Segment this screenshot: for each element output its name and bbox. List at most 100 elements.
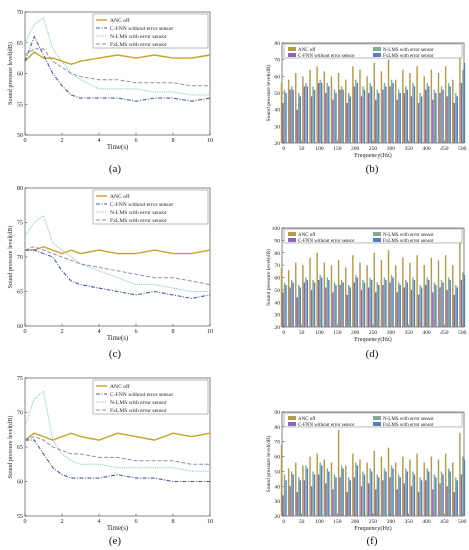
bar-bar_cfnn — [367, 93, 370, 143]
bar-bar_cfnn — [360, 289, 363, 328]
bar-bar_cfnn — [403, 483, 406, 516]
bar-bar_fxlms — [370, 471, 373, 516]
bar-bar_anc — [444, 66, 447, 143]
x-tick-label: 50 — [299, 330, 305, 336]
series-line-fxlms — [24, 48, 210, 87]
bar-bar_anc — [309, 456, 311, 516]
legend-label: FxLMS with error sensor — [383, 54, 434, 59]
y-tick-label: 30 — [274, 124, 280, 130]
bar-bar_nlms — [355, 462, 357, 516]
bar-bar_nlms — [298, 284, 300, 327]
bar-bar_fxlms — [306, 468, 309, 516]
bar-bar_fxlms — [363, 282, 366, 327]
bar-bar_anc — [437, 260, 440, 327]
bar-bar_fxlms — [328, 86, 330, 143]
bar-bar_fxlms — [449, 471, 451, 516]
legend-label: FxLMS with error sensor — [383, 239, 434, 244]
bar-bar_nlms — [362, 471, 364, 516]
bar-bar_fxlms — [335, 477, 337, 516]
bar-bar_fxlms — [442, 474, 444, 516]
bar-bar_anc — [387, 59, 390, 143]
x-axis-label: Frequency(Hz) — [354, 152, 391, 159]
bar-bar_anc — [309, 257, 311, 327]
bar-bar_nlms — [447, 468, 450, 516]
series-line-fxlms — [24, 246, 211, 286]
x-tick-label: 150 — [333, 146, 342, 152]
bar-bar_cfnn — [425, 284, 427, 327]
bar-bar_cfnn — [389, 477, 391, 516]
bar-bar_nlms — [390, 275, 393, 327]
bar-bar_cfnn — [317, 474, 320, 516]
bar-bar_nlms — [283, 474, 286, 516]
bar-bar_fxlms — [306, 86, 309, 143]
x-tick-label: 350 — [404, 146, 413, 152]
bar-bar_cfnn — [289, 486, 291, 516]
y-tick-label: 40 — [274, 484, 280, 490]
x-tick-label: 250 — [369, 519, 378, 525]
legend-label: ANC off — [110, 383, 130, 390]
bar-bar_anc — [359, 69, 361, 143]
x-axis-label: Time(s) — [107, 335, 128, 342]
bar-bar_anc — [287, 468, 290, 516]
bar-bar_cfnn — [367, 483, 370, 516]
y-tick-label: 20 — [274, 514, 280, 520]
bar-bar_anc — [380, 456, 383, 516]
y-tick-label: 70 — [274, 440, 280, 446]
x-tick-label: 100 — [315, 146, 324, 152]
bar-bar_anc — [444, 255, 447, 327]
bar-bar_anc — [352, 453, 354, 516]
bar-bar_nlms — [376, 474, 378, 516]
bar-bar_cfnn — [432, 292, 434, 327]
bar-bar_anc — [366, 462, 368, 516]
bar-bar_nlms — [455, 477, 457, 516]
bar-bar_cfnn — [446, 96, 448, 143]
bar-bar_cfnn — [403, 93, 406, 143]
x-tick-label: 2 — [60, 137, 63, 144]
bar-bar_fxlms — [449, 279, 451, 327]
x-tick-label: 4 — [97, 137, 100, 144]
x-tick-label: 8 — [171, 328, 174, 335]
bar-bar_fxlms — [328, 279, 330, 327]
y-tick-label: 30 — [274, 313, 280, 319]
bar-bar_cfnn — [460, 279, 463, 327]
bar-bar_nlms — [340, 279, 343, 327]
legend-swatch — [373, 53, 381, 57]
bar-bar_anc — [280, 444, 283, 516]
bar-bar_nlms — [340, 465, 343, 516]
bar-bar_nlms — [369, 83, 371, 143]
bar-bar_anc — [280, 83, 283, 143]
legend-label: C-FNN without error sensor — [110, 202, 173, 208]
panel-caption: (d) — [366, 348, 379, 360]
series-line-fxlms — [24, 436, 210, 465]
legend-label: FxLMS with error sensor — [110, 218, 167, 224]
x-tick-label: 4 — [97, 518, 100, 525]
bar-bar_nlms — [326, 468, 329, 516]
bar-bar_cfnn — [382, 89, 384, 143]
bar-bar_fxlms — [356, 83, 359, 143]
y-tick-label: 65 — [17, 444, 23, 451]
bar-bar_nlms — [283, 89, 286, 143]
bar-bar_fxlms — [370, 86, 373, 143]
bar-bar_fxlms — [463, 275, 466, 327]
bar-bar_fxlms — [378, 477, 380, 516]
bar-bar_fxlms — [456, 96, 459, 143]
bar-bar_fxlms — [292, 474, 294, 516]
bar-bar_anc — [430, 257, 433, 327]
bar-bar_nlms — [319, 275, 321, 327]
bar-bar_anc — [323, 262, 326, 327]
bar-bar_anc — [423, 76, 425, 143]
bar-bar_nlms — [376, 89, 378, 143]
bar-bar_fxlms — [413, 279, 416, 327]
x-tick-label: 200 — [351, 330, 360, 336]
bar-bar_nlms — [333, 89, 336, 143]
bar-bar_nlms — [369, 468, 371, 516]
x-tick-label: 0 — [282, 146, 285, 152]
bar-bar_cfnn — [460, 83, 463, 143]
bar-bar_cfnn — [446, 289, 448, 328]
x-tick-label: 6 — [134, 518, 137, 525]
bar-bar_anc — [409, 459, 411, 516]
bar-bar_fxlms — [442, 282, 444, 327]
bar-bar_fxlms — [442, 89, 444, 143]
series-line-nlms — [24, 390, 210, 472]
bar-bar_nlms — [383, 83, 386, 143]
